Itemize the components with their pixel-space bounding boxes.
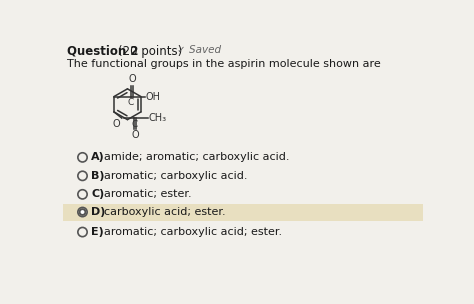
Text: O: O: [113, 119, 120, 129]
Text: ✓ Saved: ✓ Saved: [177, 45, 221, 55]
Text: CH₃: CH₃: [149, 113, 167, 123]
Text: C: C: [131, 120, 137, 129]
Circle shape: [81, 210, 84, 214]
Text: D): D): [91, 207, 105, 217]
Text: C: C: [128, 98, 134, 107]
Text: aromatic; carboxylic acid.: aromatic; carboxylic acid.: [104, 171, 248, 181]
Text: aromatic; carboxylic acid; ester.: aromatic; carboxylic acid; ester.: [104, 227, 283, 237]
Text: E): E): [91, 227, 104, 237]
Text: amide; aromatic; carboxylic acid.: amide; aromatic; carboxylic acid.: [104, 152, 290, 162]
Text: OH: OH: [146, 92, 161, 102]
Text: O: O: [131, 130, 139, 140]
Text: aromatic; ester.: aromatic; ester.: [104, 189, 192, 199]
Text: C): C): [91, 189, 104, 199]
Text: The functional groups in the aspirin molecule shown are: The functional groups in the aspirin mol…: [67, 59, 381, 69]
Text: B): B): [91, 171, 105, 181]
Text: A): A): [91, 152, 105, 162]
Text: carboxylic acid; ester.: carboxylic acid; ester.: [104, 207, 226, 217]
Circle shape: [79, 208, 86, 216]
Text: (20 points): (20 points): [118, 45, 182, 58]
Text: Question 2: Question 2: [67, 45, 138, 58]
Text: O: O: [128, 74, 136, 84]
FancyBboxPatch shape: [63, 204, 423, 220]
